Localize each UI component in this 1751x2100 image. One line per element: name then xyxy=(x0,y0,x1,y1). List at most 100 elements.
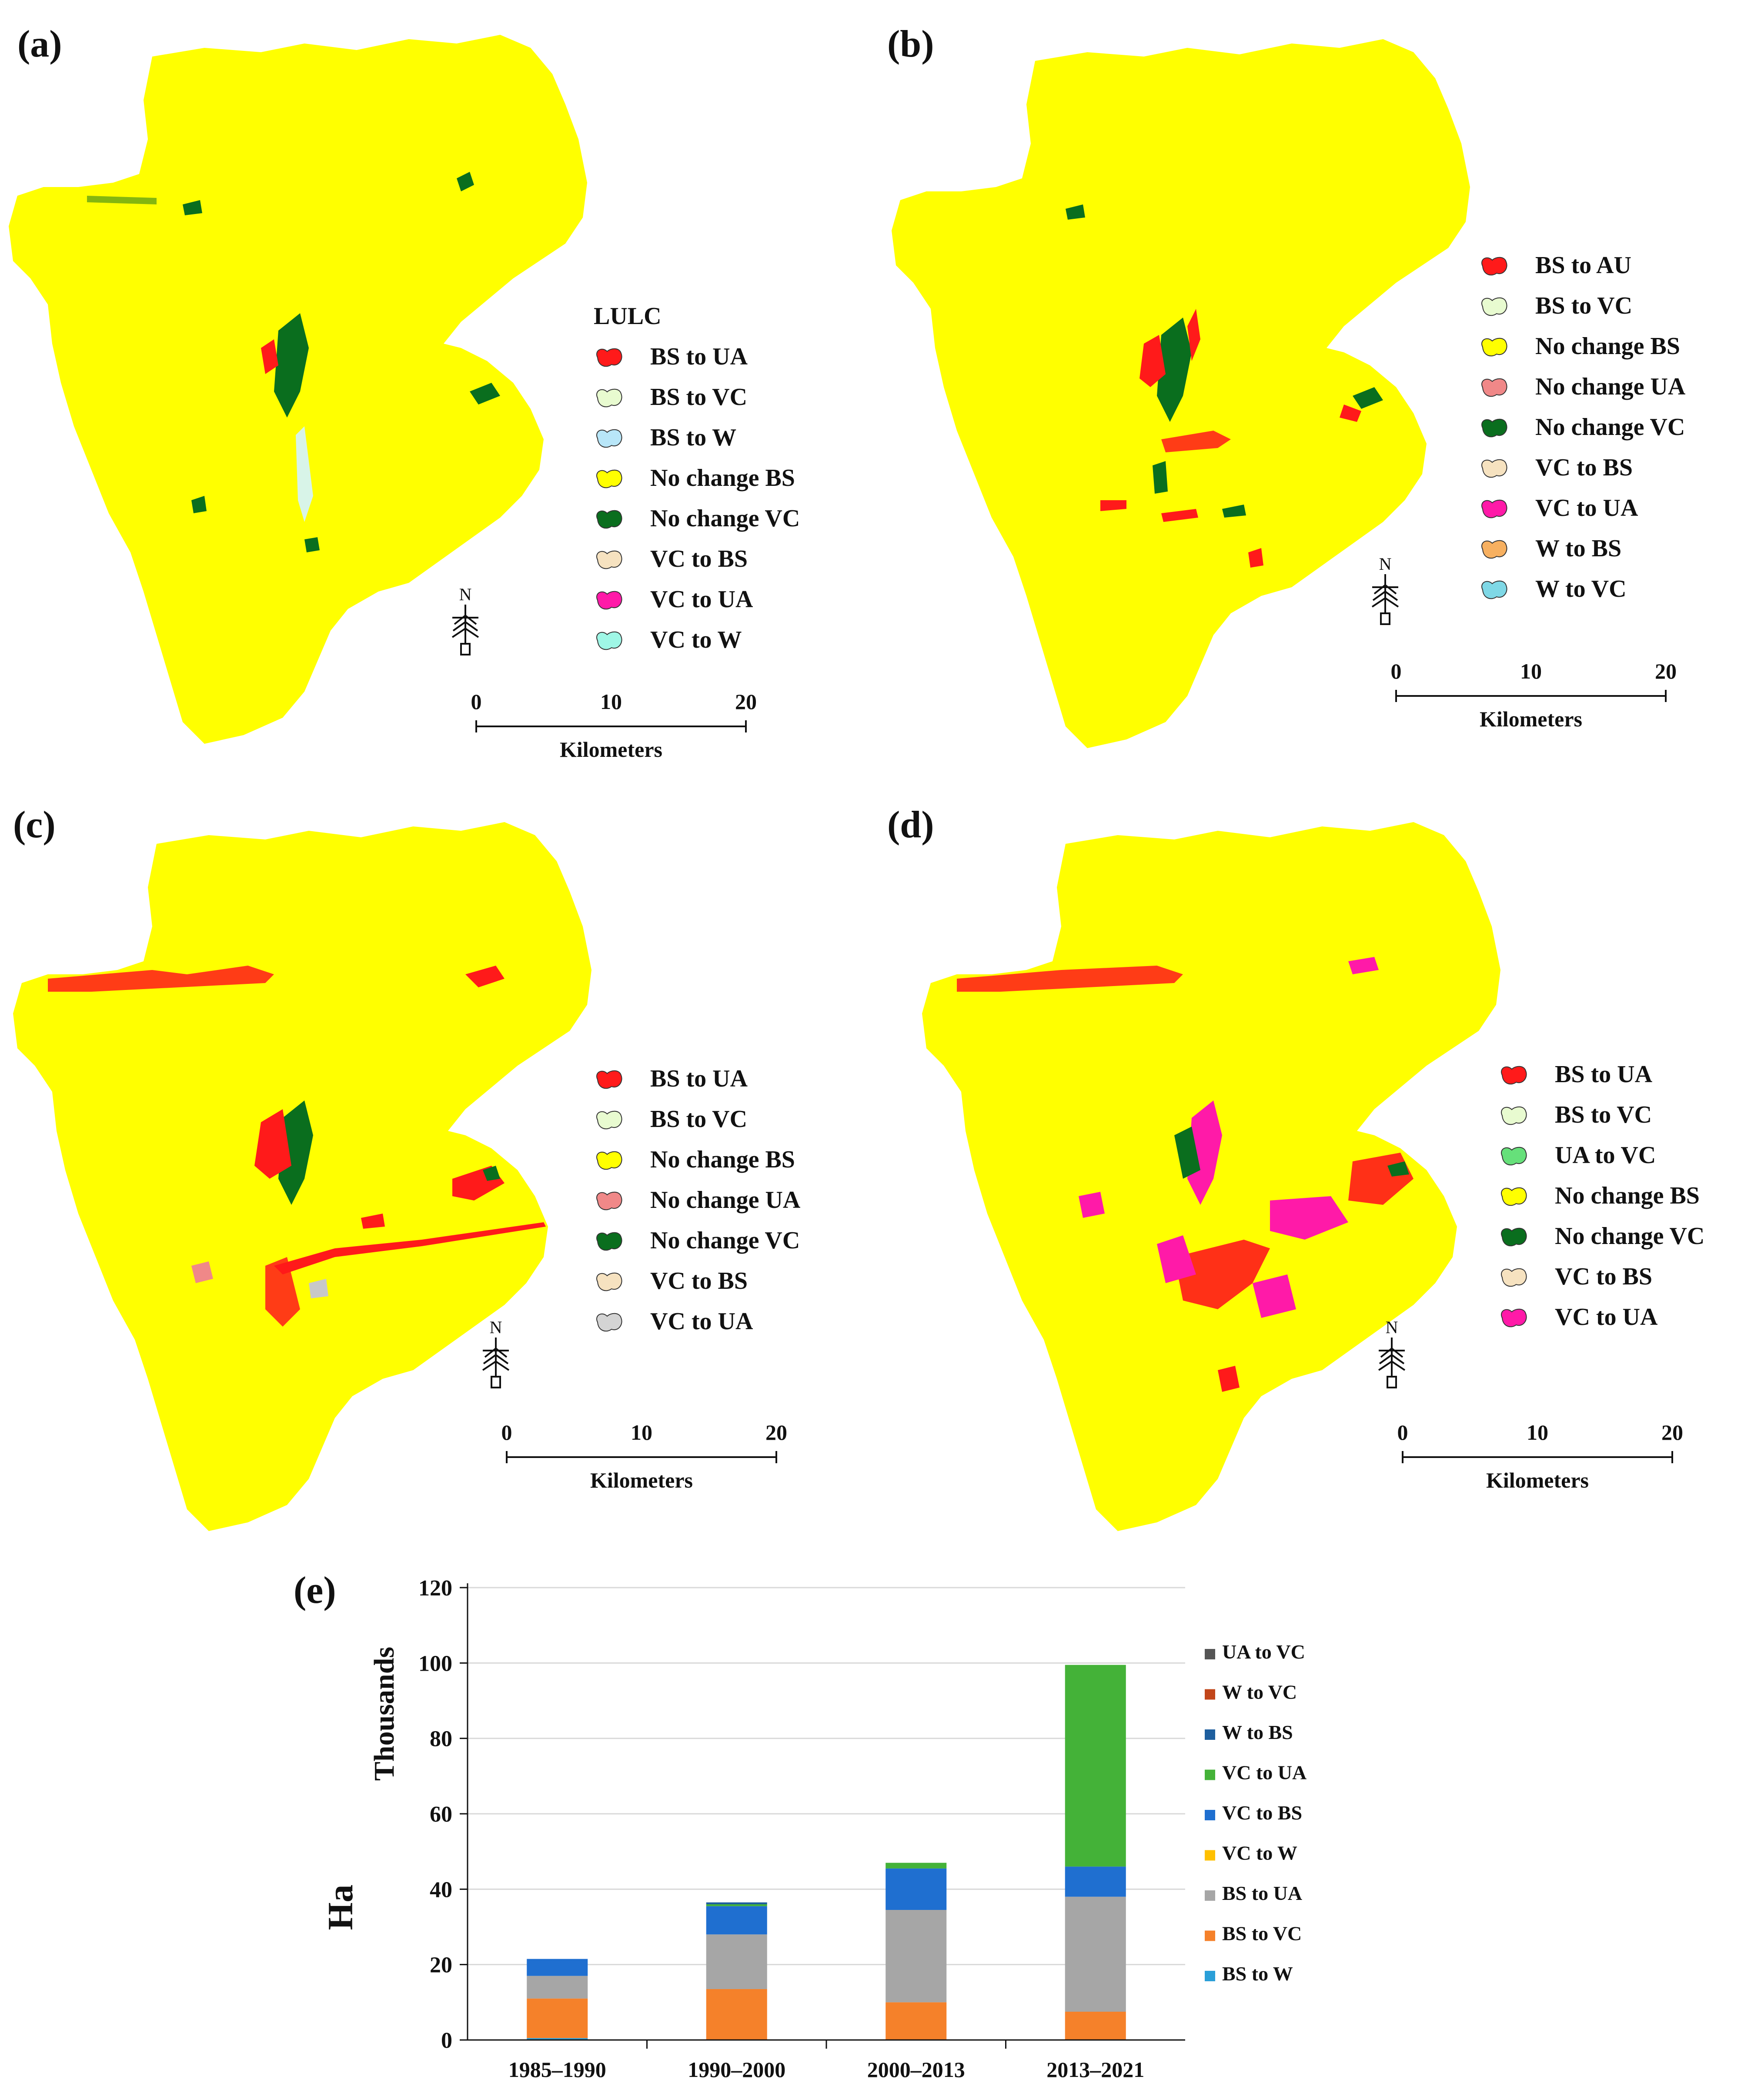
legend-item: No change VC xyxy=(596,1227,800,1254)
legend-label: BS to VC xyxy=(1555,1101,1652,1128)
legend-label: BS to UA xyxy=(650,1065,748,1092)
bar-segment xyxy=(527,1976,588,1999)
legend-label: UA to VC xyxy=(1222,1641,1305,1663)
legend-swatch xyxy=(596,1110,622,1130)
bar-segment xyxy=(1065,1866,1126,1897)
legend-item: No change UA xyxy=(596,1187,801,1214)
scale-unit: Kilometers xyxy=(590,1468,693,1492)
legend-swatch xyxy=(596,388,622,408)
chart-bars xyxy=(527,1665,1126,2040)
legend-item: VC to UA xyxy=(596,1308,753,1335)
legend-label: VC to W xyxy=(1222,1842,1297,1864)
panel-a-north: N xyxy=(451,585,479,655)
panel-c: (c) BS to UA BS to VC No change BS No chang… xyxy=(13,804,801,1531)
legend-label: No change BS xyxy=(650,465,795,492)
panel-a-legend: BS to UA BS to VC BS to W No change BS No ch… xyxy=(596,343,800,653)
legend-label: VC to UA xyxy=(1535,495,1638,522)
legend-swatch xyxy=(1205,1971,1215,1981)
legend-label: BS to VC xyxy=(1535,292,1632,319)
scale-unit: Kilometers xyxy=(1486,1468,1589,1492)
legend-swatch xyxy=(1501,1268,1527,1287)
bar-segment xyxy=(1065,1665,1126,1867)
legend-item: No change UA xyxy=(1481,373,1686,400)
scale-tick-label: 0 xyxy=(1391,659,1402,683)
legend-swatch xyxy=(1501,1066,1527,1085)
legend-swatch xyxy=(1501,1187,1527,1206)
legend-swatch xyxy=(1205,1729,1215,1740)
legend-item: BS to UA xyxy=(596,343,748,370)
x-tick-label: 1990–2000 xyxy=(688,2057,785,2082)
legend-swatch xyxy=(1205,1649,1215,1659)
bar-segment xyxy=(527,1998,588,2038)
legend-swatch xyxy=(596,1272,622,1291)
legend-item: VC to W xyxy=(596,626,742,653)
legend-swatch xyxy=(596,1232,622,1251)
legend-label: BS to AU xyxy=(1535,252,1631,279)
legend-label: W to VC xyxy=(1222,1681,1297,1703)
scale-tick-label: 10 xyxy=(631,1420,652,1445)
legend-title: LULC xyxy=(594,303,662,330)
scale-tick-label: 20 xyxy=(735,689,757,714)
panel-c-legend: BS to UA BS to VC No change BS No change UA… xyxy=(596,1065,801,1335)
chart-label: (e) xyxy=(294,1569,336,1612)
legend-label: VC to UA xyxy=(1555,1304,1658,1331)
x-tick-label: 2000–2013 xyxy=(867,2057,965,2082)
legend-label: W to BS xyxy=(1535,535,1621,562)
panel-a-map xyxy=(9,35,587,744)
bar-segment xyxy=(706,1989,767,2040)
legend-swatch xyxy=(1501,1308,1527,1328)
bar-segment xyxy=(706,1934,767,1989)
x-tick-label: 2013–2021 xyxy=(1046,2057,1144,2082)
scale-tick-label: 20 xyxy=(1655,659,1677,683)
y-tick-label: 0 xyxy=(441,2028,452,2053)
legend-item: No change BS xyxy=(1481,333,1680,360)
panel-d-scale: 0 10 20 Kilometers xyxy=(1397,1420,1684,1492)
legend-swatch xyxy=(1205,1850,1215,1861)
scale-tick-label: 0 xyxy=(471,689,482,714)
legend-swatch xyxy=(1481,297,1507,316)
bar-segment xyxy=(1065,2012,1126,2040)
legend-label: No change BS xyxy=(650,1146,795,1173)
y-tick-label: 100 xyxy=(418,1651,452,1676)
y-tick-label: 40 xyxy=(430,1877,452,1902)
legend-item: BS to VC xyxy=(1481,292,1632,319)
scale-tick-label: 10 xyxy=(1520,659,1542,683)
legend-swatch xyxy=(596,1070,622,1089)
panel-a: (a) LULC BS to UA BS to VC BS to W No chang… xyxy=(9,23,800,762)
legend-swatch xyxy=(596,591,622,610)
legend-label: VC to UA xyxy=(1222,1762,1307,1784)
y-tick-label: 20 xyxy=(430,1953,452,1978)
legend-swatch xyxy=(596,469,622,488)
legend-item: BS to UA xyxy=(1501,1061,1653,1088)
legend-item: VC to BS xyxy=(1481,454,1633,481)
north-arrow-icon xyxy=(482,1338,510,1388)
legend-swatch xyxy=(1481,378,1507,397)
north-label: N xyxy=(1386,1318,1398,1337)
legend-item: VC to UA xyxy=(1481,495,1638,522)
legend-label: VC to UA xyxy=(650,1308,753,1335)
legend-swatch xyxy=(1205,1769,1215,1780)
scale-tick-label: 0 xyxy=(1397,1420,1408,1445)
legend-label: No change VC xyxy=(650,1227,800,1254)
legend-swatch xyxy=(596,1313,622,1332)
legend-swatch xyxy=(1205,1930,1215,1941)
legend-label: UA to VC xyxy=(1555,1142,1656,1169)
legend-swatch xyxy=(1481,580,1507,599)
bar-segment xyxy=(1065,1896,1126,2012)
north-label: N xyxy=(490,1318,502,1337)
panel-b-scale: 0 10 20 Kilometers xyxy=(1391,659,1677,731)
legend-swatch xyxy=(1481,540,1507,559)
legend-item: BS to AU xyxy=(1481,252,1631,279)
legend-item: BS to VC xyxy=(596,1106,747,1133)
legend-swatch xyxy=(596,550,622,569)
legend-item: No change BS xyxy=(596,1146,795,1173)
panel-b-label: (b) xyxy=(887,23,934,65)
legend-item: No change BS xyxy=(596,465,795,492)
scale-unit: Kilometers xyxy=(560,737,662,762)
legend-item: No change VC xyxy=(1501,1223,1704,1250)
legend-swatch xyxy=(1481,338,1507,357)
bar-segment xyxy=(706,1906,767,1935)
legend-label: BS to W xyxy=(1222,1963,1293,1985)
panel-c-map xyxy=(13,822,591,1531)
